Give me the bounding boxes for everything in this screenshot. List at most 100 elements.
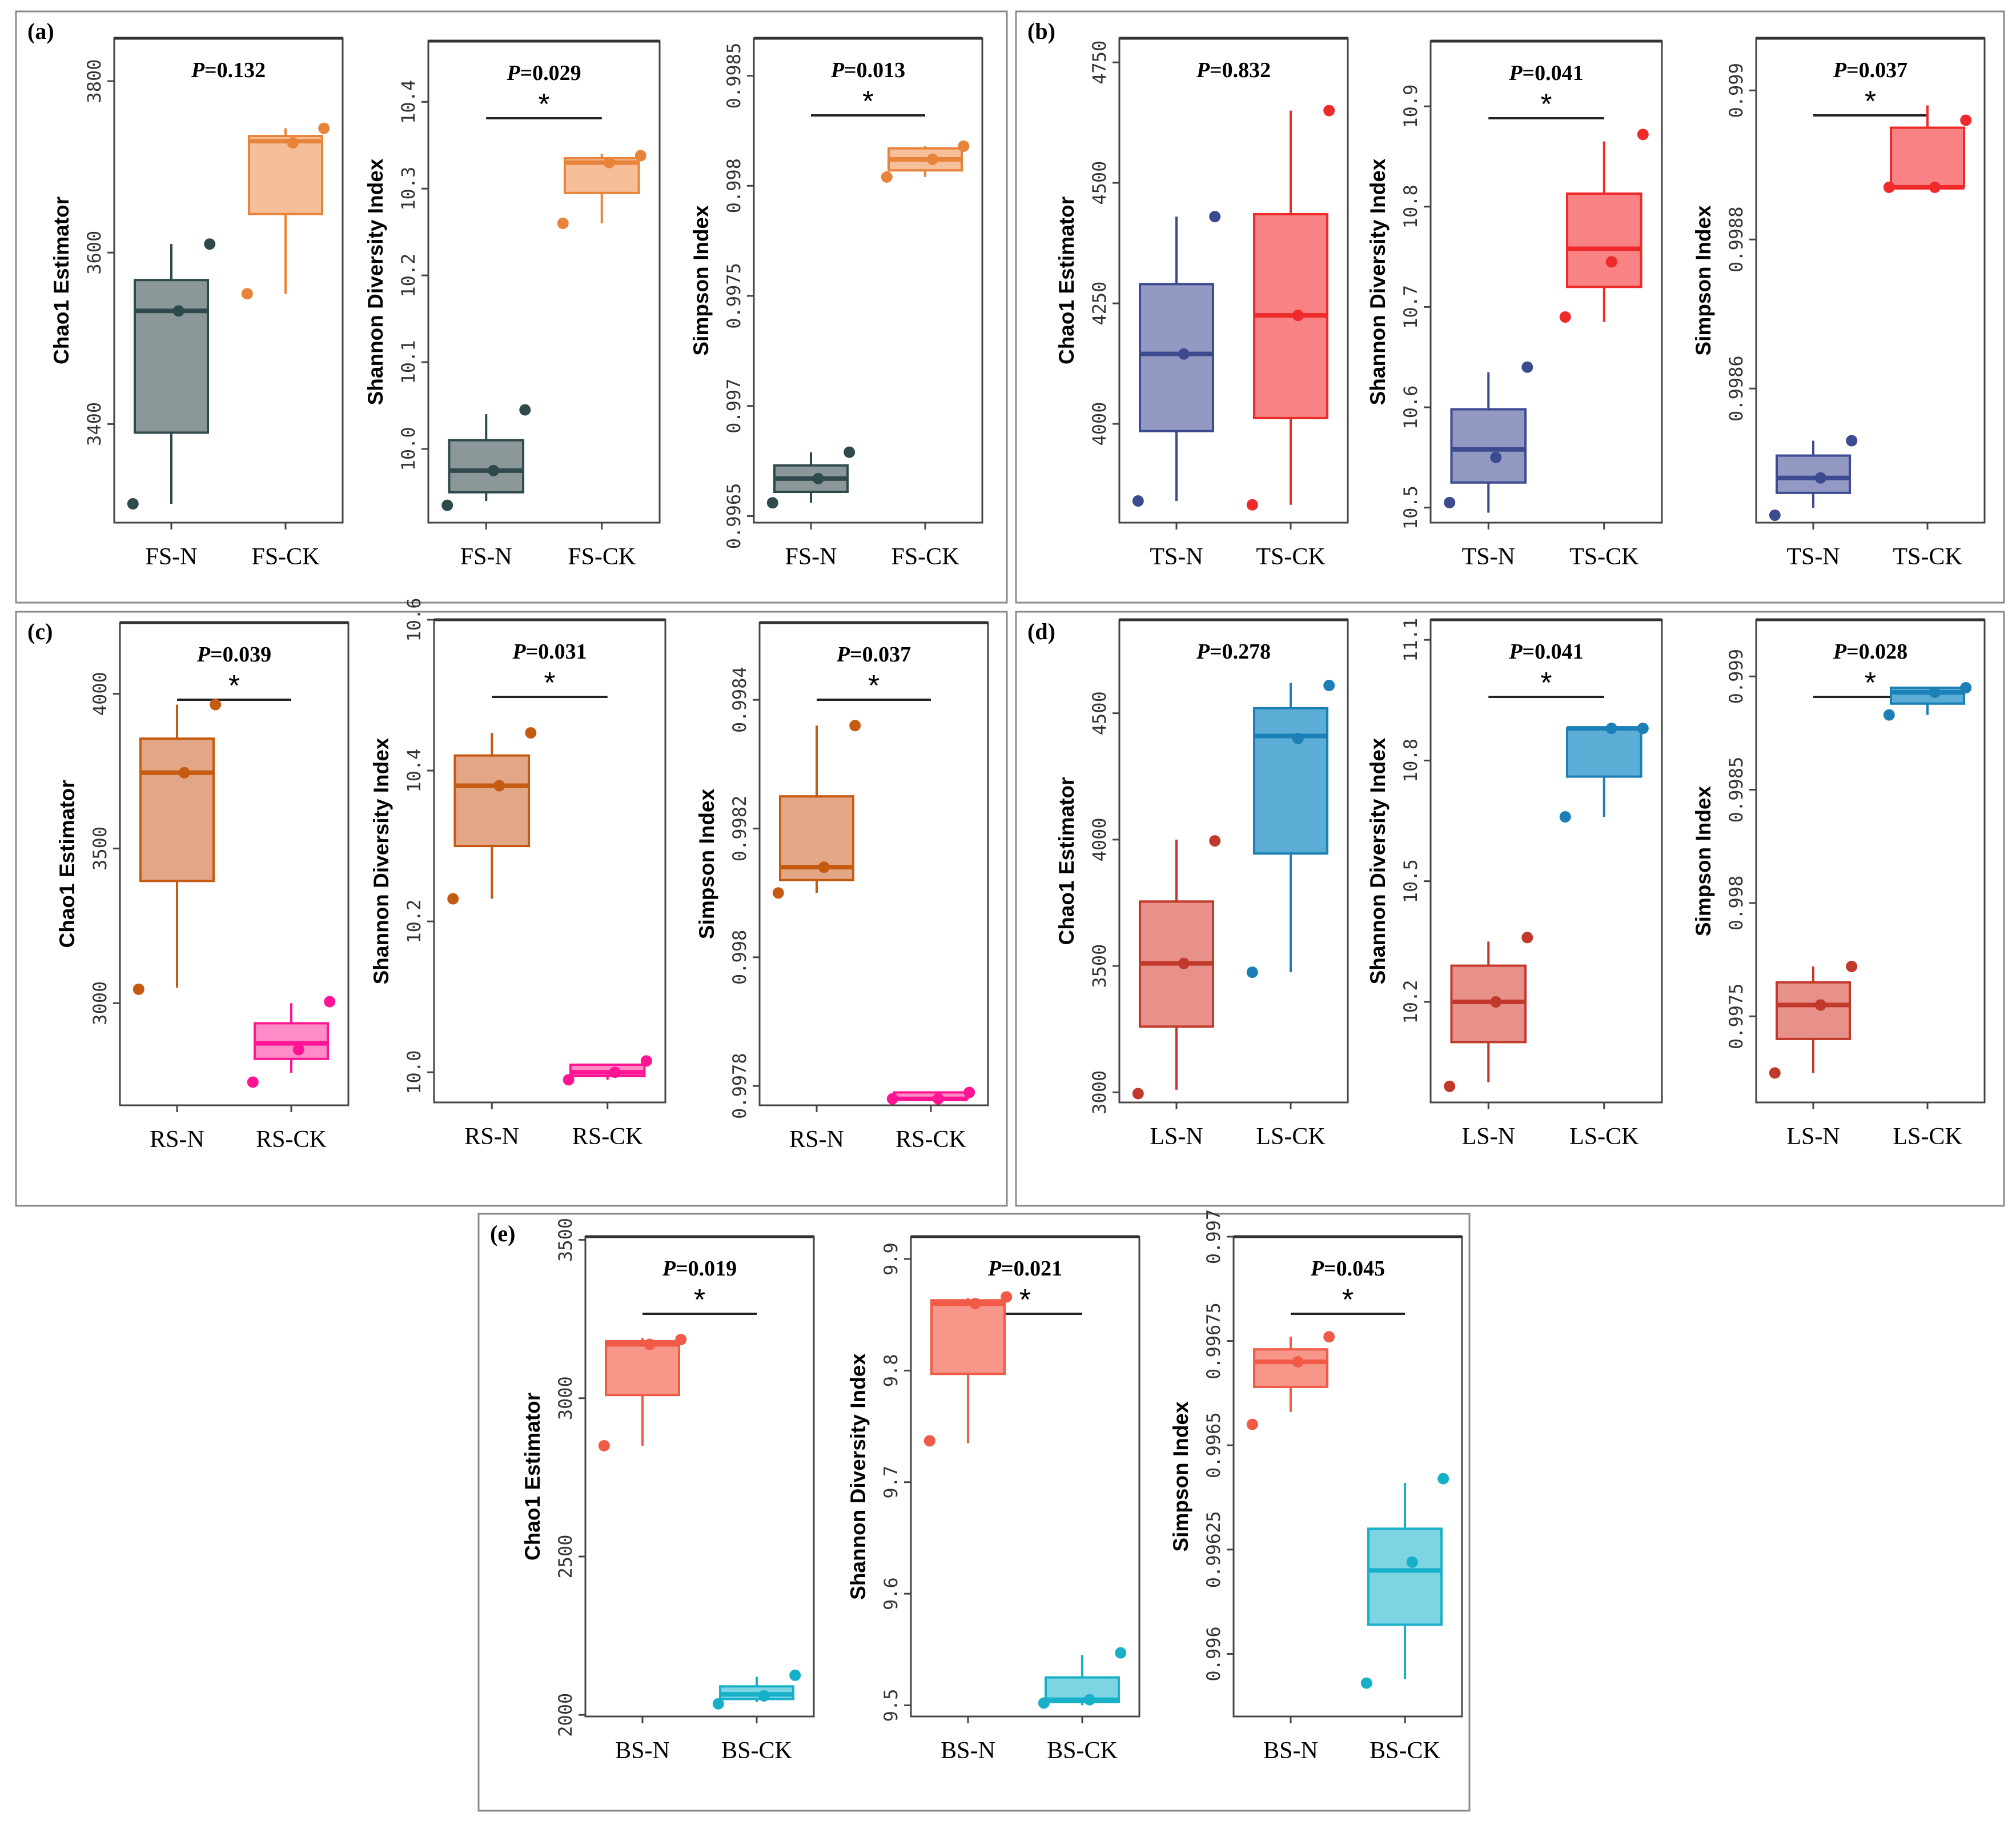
data-point — [1637, 129, 1649, 141]
y-axis-label: Chao1 Estimator — [50, 196, 73, 364]
subplot: 0.996 0.99625 0.9965 0.99675 0.997 Simpson In… — [1169, 1209, 1463, 1764]
data-point — [1883, 709, 1895, 721]
p-value-label: P=0.021 — [987, 1257, 1062, 1281]
significance-star: * — [694, 1283, 705, 1317]
y-tick-label: 9.5 — [880, 1689, 902, 1722]
subplot: 10.0 10.2 10.4 10.6 Shannon Diversity Index P… — [370, 597, 666, 1150]
y-axis-label: Chao1 Estimator — [521, 1393, 544, 1561]
y-tick-label: 4500 — [1089, 691, 1110, 735]
box-iqr — [1565, 192, 1642, 288]
data-point — [1490, 451, 1502, 463]
x-tick-label: RS-CK — [256, 1126, 327, 1153]
p-value-number: =0.029 — [520, 61, 581, 85]
subplot: 10.2 10.5 10.8 11.1 Shannon Diversity Index P… — [1366, 618, 1663, 1150]
data-point — [1605, 256, 1617, 268]
y-tick-label: 0.9965 — [723, 483, 745, 549]
p-value-label: P=0.028 — [1833, 640, 1907, 664]
panel-frame — [1015, 10, 2005, 604]
x-tick-label: LS-CK — [1893, 1124, 1962, 1150]
p-value-label: P=0.278 — [1196, 640, 1271, 664]
p-value-symbol: P — [662, 1257, 676, 1281]
x-tick-label: LS-N — [1786, 1124, 1840, 1150]
p-value-label: P=0.039 — [196, 643, 271, 667]
y-tick-label: 0.9985 — [723, 43, 745, 109]
y-tick-label: 9.7 — [880, 1466, 902, 1499]
data-point — [932, 1093, 944, 1105]
y-tick-label: 0.9986 — [1725, 355, 1747, 422]
box-iqr — [134, 279, 209, 434]
data-point — [1605, 723, 1617, 735]
subplot: 0.9978 0.998 0.9982 0.9984 Simpson Index P=0.… — [695, 621, 989, 1153]
y-axis-label: Simpson Index — [689, 205, 713, 356]
p-value-number: =0.037 — [1846, 58, 1907, 82]
y-tick-label: 0.99625 — [1203, 1511, 1224, 1588]
x-tick-label: TS-N — [1462, 544, 1515, 570]
panel-label: (a) — [27, 18, 54, 44]
box-iqr — [139, 737, 215, 883]
subplot: 3000 3500 4000 4500 Chao1 Estimator P=0.278 LS… — [1055, 618, 1349, 1150]
y-tick-label: 0.9978 — [729, 1053, 750, 1119]
y-axis-label: Chao1 Estimator — [1055, 777, 1078, 945]
x-tick-label: FS-CK — [568, 544, 636, 570]
subplot: 3000 3500 4000 Chao1 Estimator P=0.039* RS-N R… — [55, 621, 350, 1153]
y-axis-label: Simpson Index — [1692, 786, 1715, 937]
y-tick-label: 3000 — [1089, 1070, 1110, 1114]
y-tick-label: 2000 — [555, 1693, 576, 1737]
y-tick-label: 0.999 — [1725, 649, 1747, 704]
significance-star: * — [228, 669, 240, 703]
plot-area — [427, 40, 661, 524]
data-point — [493, 780, 505, 792]
data-point — [1846, 435, 1858, 447]
data-point — [172, 305, 184, 317]
p-value-number: =0.039 — [210, 643, 271, 667]
p-value-symbol: P — [836, 643, 850, 667]
p-value-number: =0.028 — [1846, 640, 1907, 664]
panel-label: (b) — [1027, 18, 1055, 44]
p-value-symbol: P — [196, 643, 211, 667]
y-tick-label: 4000 — [89, 672, 111, 716]
data-point — [812, 472, 824, 484]
p-value-label: P=0.037 — [836, 643, 911, 667]
p-value-label: P=0.013 — [830, 58, 905, 82]
y-tick-label: 4500 — [1089, 161, 1110, 205]
y-axis-label: Simpson Index — [695, 789, 718, 940]
box-iqr — [930, 1299, 1006, 1375]
data-point — [1444, 496, 1456, 508]
box-iqr — [1367, 1527, 1443, 1626]
data-point — [1846, 960, 1858, 972]
y-tick-label: 10.7 — [1400, 285, 1421, 329]
data-point — [1637, 723, 1649, 735]
data-point — [1444, 1080, 1456, 1092]
y-tick-label: 10.6 — [403, 597, 425, 641]
data-point — [881, 171, 893, 183]
data-point — [1323, 680, 1335, 692]
data-point — [204, 238, 216, 250]
data-point — [1178, 957, 1190, 969]
y-tick-label: 0.997 — [1203, 1209, 1224, 1264]
data-point — [1883, 181, 1895, 193]
y-tick-label: 9.8 — [880, 1354, 902, 1387]
box-iqr — [254, 1022, 329, 1060]
y-axis-label: Shannon Diversity Index — [370, 737, 393, 984]
x-tick-label: FS-CK — [891, 544, 959, 570]
significance-star: * — [868, 669, 880, 703]
p-value-number: =0.832 — [1210, 58, 1271, 82]
y-axis-label: Shannon Diversity Index — [1366, 158, 1389, 405]
x-tick-label: BS-N — [1263, 1738, 1318, 1764]
box-iqr — [1253, 1348, 1328, 1388]
data-point — [563, 1074, 575, 1086]
y-tick-label: 10.5 — [1400, 486, 1421, 530]
p-value-label: P=0.045 — [1310, 1257, 1385, 1281]
p-value-number: =0.013 — [844, 58, 905, 82]
p-value-label: P=0.041 — [1508, 61, 1583, 85]
p-value-number: =0.041 — [1523, 640, 1584, 664]
significance-star: * — [1865, 85, 1876, 118]
p-value-symbol: P — [1196, 58, 1210, 82]
y-tick-label: 0.9975 — [1725, 983, 1747, 1049]
data-point — [247, 1076, 259, 1088]
x-tick-label: RS-N — [789, 1126, 844, 1153]
p-value-number: =0.278 — [1210, 640, 1271, 664]
y-tick-label: 3400 — [83, 402, 105, 446]
x-tick-label: RS-N — [150, 1126, 204, 1153]
